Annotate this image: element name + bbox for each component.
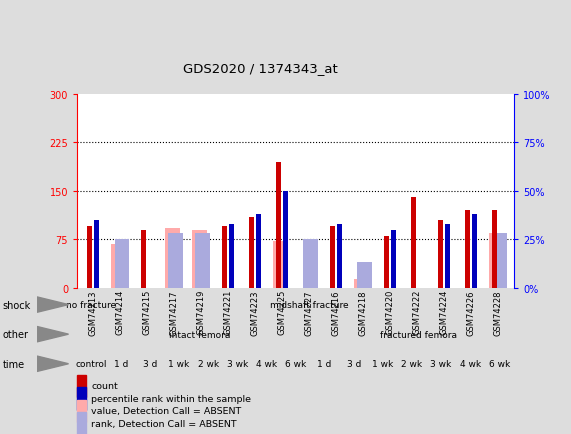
Bar [337, 224, 342, 288]
Text: 1 wk: 1 wk [372, 359, 393, 368]
Bar [141, 230, 146, 288]
Bar [276, 162, 281, 288]
Text: 4 wk: 4 wk [256, 359, 277, 368]
Bar [77, 400, 86, 422]
Bar [273, 241, 288, 288]
Bar [391, 230, 396, 288]
Bar [77, 388, 86, 410]
Bar [330, 227, 335, 288]
Bar [384, 237, 389, 288]
Bar [249, 217, 254, 288]
Text: 3 d: 3 d [143, 359, 157, 368]
Bar [256, 214, 261, 288]
Bar [115, 240, 130, 288]
Bar [165, 228, 180, 288]
Bar [445, 224, 450, 288]
Bar [465, 210, 470, 288]
Text: 2 wk: 2 wk [401, 359, 423, 368]
Bar [472, 214, 477, 288]
Bar [438, 220, 443, 288]
Polygon shape [37, 327, 69, 342]
Text: time: time [3, 359, 25, 369]
Text: 3 d: 3 d [347, 359, 361, 368]
Text: 6 wk: 6 wk [285, 359, 306, 368]
Text: midshaft fracture: midshaft fracture [270, 300, 348, 309]
Bar [353, 279, 368, 288]
Bar [492, 234, 507, 288]
Bar [195, 234, 210, 288]
Text: 2 wk: 2 wk [198, 359, 219, 368]
Bar [111, 244, 126, 288]
Bar [94, 220, 99, 288]
Text: 6 wk: 6 wk [489, 359, 510, 368]
Text: 1 d: 1 d [114, 359, 128, 368]
Bar [77, 375, 86, 397]
Text: percentile rank within the sample: percentile rank within the sample [91, 394, 251, 403]
Bar [283, 191, 288, 288]
Bar [229, 224, 234, 288]
Polygon shape [37, 297, 69, 312]
Bar [492, 210, 497, 288]
Text: other: other [3, 329, 29, 339]
Text: 3 wk: 3 wk [431, 359, 452, 368]
Text: count: count [91, 381, 118, 391]
Text: intact femora: intact femora [169, 330, 231, 339]
Text: value, Detection Call = ABSENT: value, Detection Call = ABSENT [91, 407, 242, 415]
Bar [303, 240, 318, 288]
Text: fractured femora: fractured femora [380, 330, 457, 339]
Text: 3 wk: 3 wk [227, 359, 248, 368]
Text: 4 wk: 4 wk [460, 359, 481, 368]
Bar [357, 263, 372, 288]
Text: rank, Detection Call = ABSENT: rank, Detection Call = ABSENT [91, 419, 237, 428]
Bar [77, 412, 86, 434]
Bar [411, 198, 416, 288]
Bar [222, 227, 227, 288]
Text: GDS2020 / 1374343_at: GDS2020 / 1374343_at [183, 62, 337, 75]
Text: 1 d: 1 d [317, 359, 332, 368]
Text: no fracture: no fracture [66, 300, 116, 309]
Bar [192, 230, 207, 288]
Text: shock: shock [3, 300, 31, 310]
Text: control: control [76, 359, 107, 368]
Bar [489, 233, 504, 288]
Bar [87, 227, 92, 288]
Bar [168, 234, 183, 288]
Polygon shape [37, 356, 69, 372]
Text: 1 wk: 1 wk [168, 359, 190, 368]
